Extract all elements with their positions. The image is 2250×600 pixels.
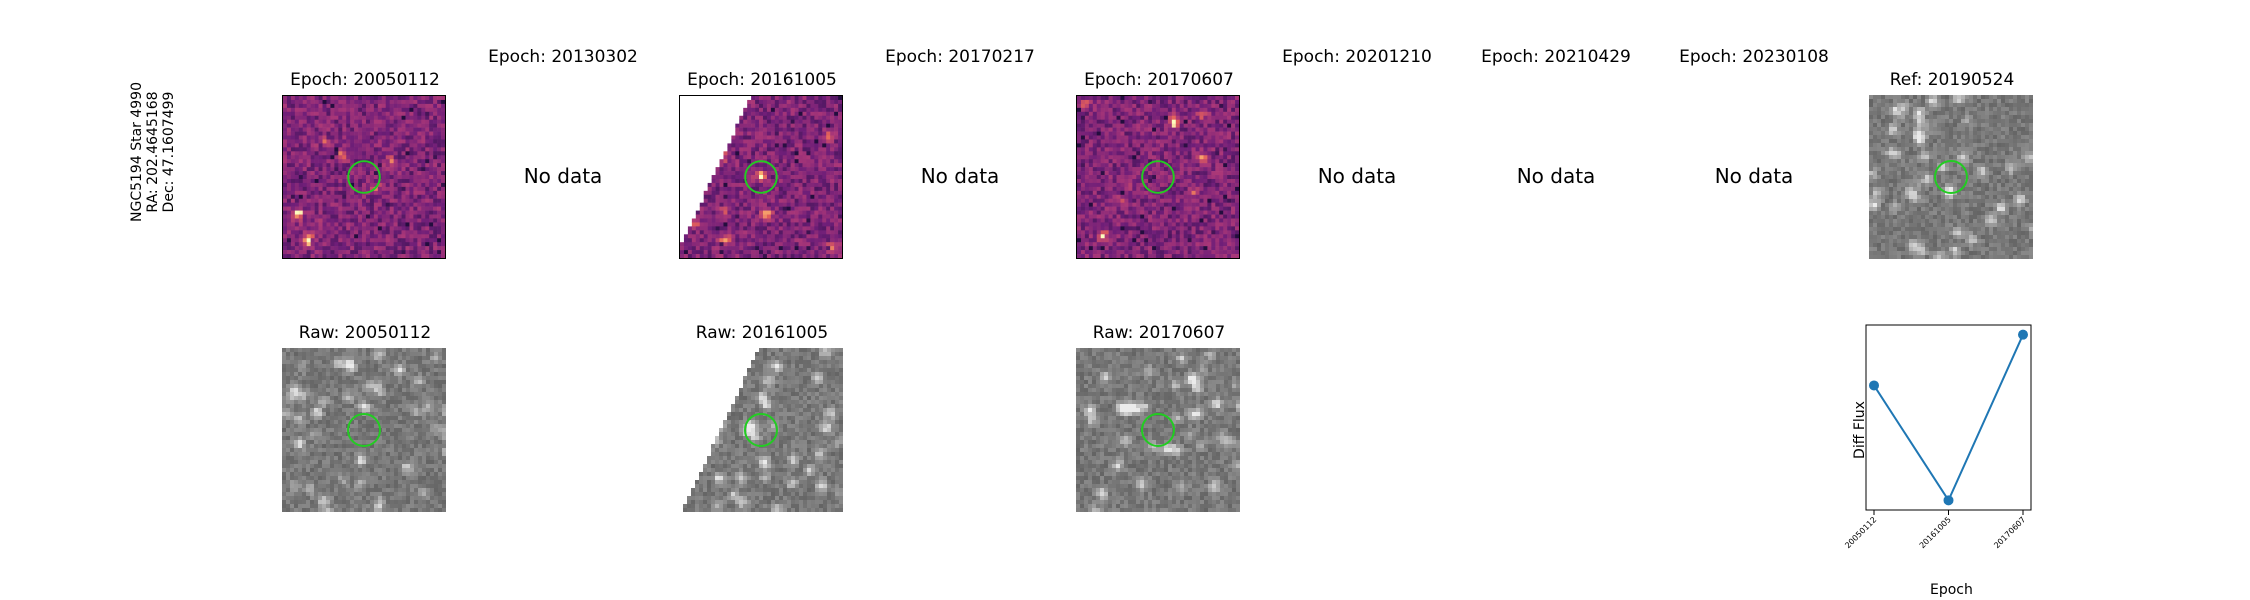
x-tick-label: 20161005 [1918,515,1953,550]
x-tick-label: 20050112 [1843,515,1878,550]
y-axis-label: Diff Flux [1852,385,1868,475]
plot-frame [1866,325,2031,510]
data-point [1944,495,1954,505]
x-tick-label: 20170607 [1992,515,2027,550]
x-axis-label: Epoch [1930,582,1973,598]
series-line [1874,335,2023,501]
data-point [1869,380,1879,390]
data-point [2018,330,2028,340]
